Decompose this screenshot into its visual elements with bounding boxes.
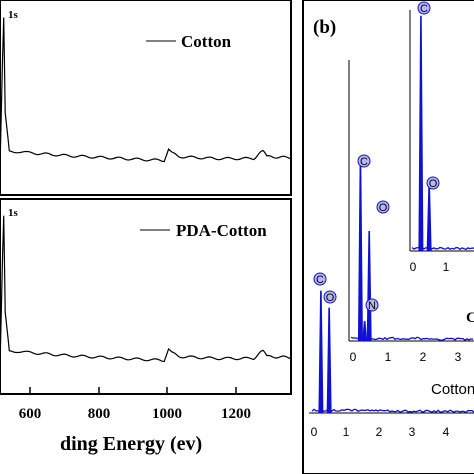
inset2-tick-1: 1 bbox=[385, 350, 392, 364]
xps-top-frame bbox=[0, 0, 291, 195]
eds-main-tick-4: 4 bbox=[443, 425, 450, 439]
legend-label-cotton: Cotton bbox=[181, 32, 232, 51]
eds-main-tick-1: 1 bbox=[343, 425, 350, 439]
inset2-tick-3: 3 bbox=[455, 350, 462, 364]
xtick-label-1000: 1000 bbox=[152, 406, 182, 422]
eds-main-peak-o bbox=[327, 308, 332, 413]
peak-label-top: 1s bbox=[8, 9, 19, 21]
peak-label-bottom: 1s bbox=[8, 207, 19, 219]
eds-main-tick-3: 3 bbox=[409, 425, 416, 439]
marker-n-inset2-label: N bbox=[368, 300, 376, 312]
inset3-tick-1: 1 bbox=[443, 260, 450, 274]
eds-main-peak-c bbox=[318, 291, 323, 413]
inset3-tick-0: 0 bbox=[410, 260, 417, 274]
xtick-label-1200: 1200 bbox=[221, 406, 251, 422]
xtick-label-800: 800 bbox=[88, 406, 111, 422]
xtick-label-600: 600 bbox=[19, 406, 42, 422]
panel-label-b: (b) bbox=[313, 17, 336, 38]
eds-inset2-peak-o bbox=[367, 231, 372, 341]
inset2-tick-0: 0 bbox=[350, 350, 357, 364]
inset2-tick-2: 2 bbox=[420, 350, 427, 364]
eds-main-tick-2: 2 bbox=[376, 425, 383, 439]
eds-main-baseline bbox=[312, 409, 474, 412]
eds-label-cotton: Cotton bbox=[431, 381, 474, 398]
marker-c-main-label: C bbox=[316, 274, 324, 286]
marker-c-inset3-label: C bbox=[420, 3, 428, 15]
eds-inset3-peak-c bbox=[418, 16, 423, 251]
legend-label-pda-cotton: PDA-Cotton bbox=[176, 221, 267, 240]
eds-main-tick-0: 0 bbox=[311, 425, 318, 439]
marker-c-inset2-label: C bbox=[360, 156, 368, 168]
eds-inset2-peak-n bbox=[362, 321, 367, 341]
marker-o-inset3-label: O bbox=[429, 178, 438, 190]
eds-inset3-peak-o bbox=[427, 184, 432, 251]
xps-x-axis bbox=[30, 387, 236, 394]
inset2-cut-label: C bbox=[466, 310, 474, 326]
xps-cotton-series bbox=[0, 18, 291, 169]
marker-o-inset2-label: O bbox=[379, 202, 388, 214]
marker-o-main-label: O bbox=[326, 292, 335, 304]
xps-x-axis-title: ding Energy (ev) bbox=[60, 433, 202, 455]
eds-inset2-peak-c bbox=[358, 157, 363, 341]
eds-spectra bbox=[312, 16, 474, 413]
